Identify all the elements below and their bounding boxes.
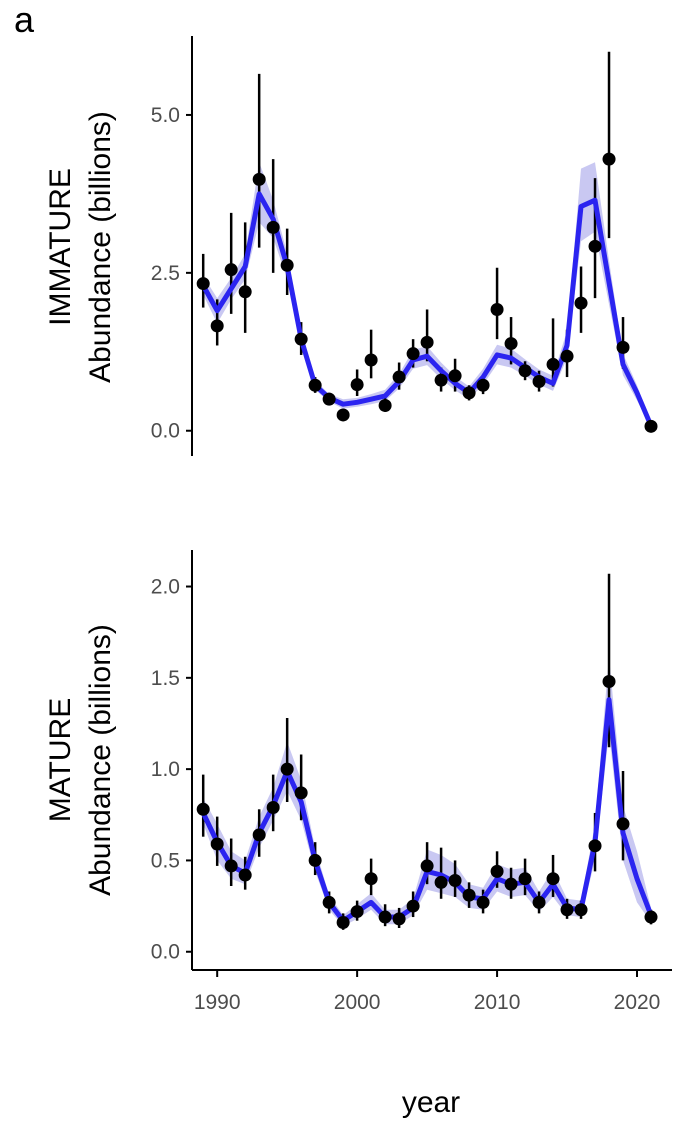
x-tick-label: 2020	[614, 991, 661, 1014]
immature-data-point	[434, 373, 448, 387]
mature-data-point	[420, 859, 434, 873]
immature-data-point	[406, 347, 420, 361]
mature-data-point	[574, 903, 588, 917]
mature-data-point	[322, 895, 336, 909]
immature-data-point	[238, 285, 252, 299]
immature-data-point	[602, 152, 616, 166]
immature-data-point	[322, 392, 336, 406]
mature-data-point	[238, 868, 252, 882]
immature-errorbar-layer	[201, 51, 653, 428]
mature-data-point	[448, 874, 462, 888]
immature-data-point	[224, 263, 238, 277]
immature-data-point	[294, 332, 308, 346]
immature-data-point	[392, 370, 406, 384]
mature-data-point	[406, 899, 420, 913]
mature-data-point	[350, 905, 364, 919]
immature-data-point	[504, 337, 518, 351]
x-axis-label: year	[402, 1086, 460, 1119]
immature-ribbon-layer	[203, 162, 651, 428]
x-tick-label: 1990	[194, 991, 241, 1014]
mature-data-point	[378, 910, 392, 924]
mature-data-point	[224, 859, 238, 873]
immature-data-point	[266, 220, 280, 234]
mature-y-tick-label: 1.5	[151, 667, 180, 690]
panel-immature: 0.0 2.5 5.0 IMMATURE Abundance (billions)	[44, 36, 658, 456]
immature-data-point	[448, 369, 462, 383]
immature-data-point	[518, 364, 532, 378]
mature-y-tick-label: 2.0	[151, 576, 180, 599]
mature-data-point	[392, 912, 406, 926]
immature-data-point	[476, 378, 490, 392]
immature-data-point	[616, 340, 630, 354]
immature-y-tick-label: 0.0	[151, 420, 180, 443]
mature-data-point	[252, 828, 266, 842]
immature-data-point	[350, 378, 364, 392]
immature-data-point	[378, 398, 392, 412]
mature-data-point	[504, 877, 518, 891]
mature-y-ticks: 0.0 0.5 1.0 1.5 2.0	[151, 576, 192, 964]
mature-data-point	[616, 817, 630, 831]
immature-point-layer	[196, 152, 658, 433]
immature-data-point	[336, 408, 350, 422]
mature-point-layer	[196, 674, 658, 930]
mature-data-point	[518, 872, 532, 886]
x-tick-label: 2000	[334, 991, 381, 1014]
mature-data-point	[546, 872, 560, 886]
immature-data-point	[560, 349, 574, 363]
immature-y-label-line1: IMMATURE	[44, 168, 77, 326]
immature-data-point	[490, 302, 504, 316]
immature-data-point	[252, 172, 266, 186]
panel-label: a	[14, 0, 35, 40]
mature-data-point	[462, 888, 476, 902]
immature-fit-ribbon	[203, 162, 651, 428]
immature-fit-line	[200, 191, 654, 429]
mature-y-label-line1: MATURE	[44, 698, 77, 822]
mature-y-tick-label: 1.0	[151, 758, 180, 781]
immature-data-point	[588, 239, 602, 253]
immature-data-point	[644, 419, 658, 433]
mature-data-point	[308, 853, 322, 867]
mature-data-point	[266, 800, 280, 814]
immature-data-point	[364, 353, 378, 367]
mature-data-point	[532, 895, 546, 909]
immature-data-point	[532, 374, 546, 388]
immature-y-tick-label: 2.5	[151, 262, 180, 285]
mature-data-point	[336, 916, 350, 930]
mature-y-tick-label: 0.0	[151, 941, 180, 964]
mature-data-point	[644, 910, 658, 924]
panel-mature: 0.00.51.01.52.0 1990 2000 2010 2020 MATURE …	[44, 550, 672, 1014]
mature-data-point	[602, 674, 616, 688]
mature-data-point	[364, 872, 378, 886]
mature-data-point	[294, 786, 308, 800]
immature-data-point	[210, 319, 224, 333]
immature-data-point	[308, 378, 322, 392]
mature-y-tick-label: 0.5	[151, 849, 180, 872]
immature-line-layer	[200, 191, 654, 429]
immature-data-point	[280, 258, 294, 272]
immature-y-label-line2: Abundance (billions)	[84, 111, 117, 383]
mature-data-point	[280, 762, 294, 776]
immature-data-point	[462, 386, 476, 400]
immature-data-point	[574, 296, 588, 310]
immature-data-point	[420, 335, 434, 349]
immature-data-point	[196, 277, 210, 291]
mature-data-point	[210, 837, 224, 851]
mature-data-point	[560, 903, 574, 917]
immature-data-point	[546, 357, 560, 371]
mature-y-label-line2: Abundance (billions)	[84, 624, 117, 896]
mature-data-point	[196, 802, 210, 816]
mature-data-point	[588, 839, 602, 853]
immature-y-tick-label: 5.0	[151, 104, 180, 127]
x-ticks: 1990 2000 2010 2020	[194, 970, 661, 1014]
x-tick-label: 2010	[474, 991, 521, 1014]
mature-data-point	[434, 875, 448, 889]
mature-data-point	[476, 895, 490, 909]
mature-data-point	[490, 864, 504, 878]
immature-y-ticks: 0.0 2.5 5.0	[151, 104, 192, 443]
